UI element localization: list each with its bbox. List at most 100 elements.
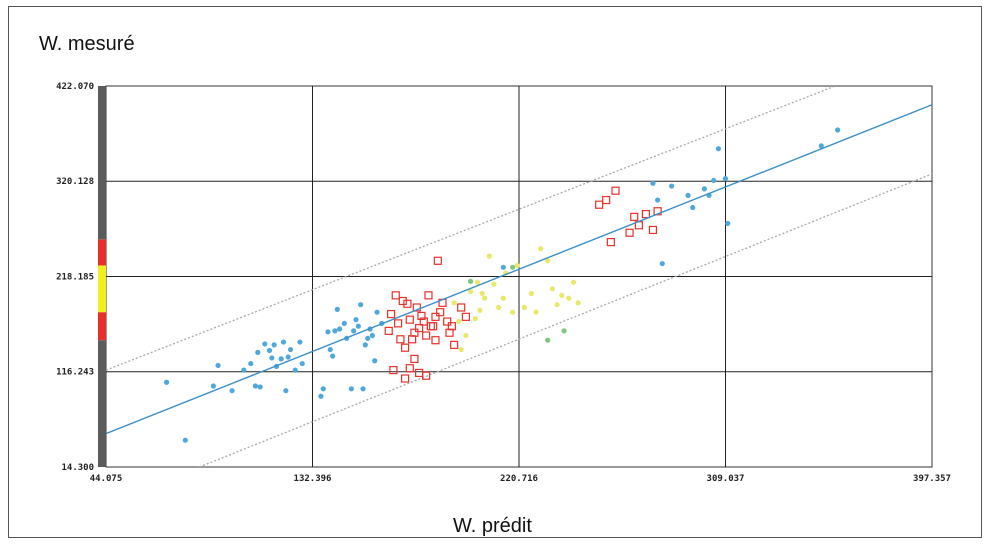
data-point-yellow — [458, 346, 464, 353]
data-point-blue — [690, 204, 696, 211]
data-point-yellow — [491, 281, 497, 287]
data-point-blue — [500, 264, 506, 270]
data-point-blue — [299, 360, 305, 367]
data-point-blue — [725, 220, 731, 227]
data-point-yellow — [477, 307, 483, 313]
band-lower-line — [199, 173, 932, 467]
data-point-yellow — [467, 289, 474, 295]
data-point-blue — [351, 328, 357, 334]
regression-line — [106, 104, 932, 435]
data-point-blue — [292, 367, 298, 373]
data-point-red — [393, 319, 403, 328]
data-point-blue — [280, 339, 287, 345]
data-point-red — [405, 364, 414, 373]
side-bar-segment — [98, 340, 106, 467]
data-point-blue — [262, 341, 268, 347]
data-point-blue — [365, 335, 371, 341]
data-point-red — [630, 212, 639, 221]
data-point-red — [386, 309, 396, 319]
data-point-red — [412, 303, 421, 312]
data-point-blue — [257, 384, 263, 390]
data-point-yellow — [533, 309, 539, 315]
data-point-red — [398, 296, 407, 306]
data-point-red — [457, 303, 466, 312]
data-point-blue — [287, 346, 294, 353]
x-tick-label: 44.075 — [90, 474, 123, 484]
data-point-blue — [278, 356, 284, 362]
data-point-blue — [229, 388, 235, 394]
data-point-yellow — [566, 295, 572, 301]
data-point-red — [443, 317, 452, 326]
data-point-blue — [358, 302, 364, 308]
data-point-red — [436, 308, 445, 317]
data-point-blue — [320, 386, 326, 392]
data-point-green — [561, 328, 567, 334]
data-point-blue — [353, 317, 359, 323]
data-point-blue — [355, 323, 361, 329]
y-tick-label: 116.243 — [56, 368, 94, 378]
data-point-red — [606, 238, 615, 247]
data-point-blue — [269, 355, 275, 361]
data-point-blue — [669, 183, 675, 189]
y-axis-title: W. mesuré — [39, 33, 135, 55]
data-point-blue — [362, 342, 368, 348]
data-point-red — [400, 374, 410, 383]
data-point-blue — [341, 320, 347, 326]
data-point-blue — [685, 192, 691, 198]
data-point-yellow — [545, 258, 551, 264]
data-point-red — [396, 335, 405, 344]
side-bar-segment — [98, 265, 106, 313]
data-point-blue — [711, 177, 717, 184]
data-point-blue — [210, 383, 216, 389]
data-point-yellow — [554, 302, 560, 308]
plot-marks — [106, 86, 932, 467]
data-point-yellow — [474, 279, 481, 285]
data-point-blue — [271, 342, 277, 348]
data-point-yellow — [481, 295, 488, 301]
data-point-blue — [330, 353, 336, 359]
data-point-green — [510, 264, 516, 270]
data-point-yellow — [479, 290, 485, 297]
data-point-red — [415, 323, 424, 333]
data-point-blue — [285, 354, 291, 360]
data-point-blue — [318, 393, 324, 399]
side-bar-segment — [98, 86, 106, 240]
data-point-red — [653, 207, 662, 216]
data-point-red — [595, 200, 604, 209]
data-point-yellow — [514, 262, 520, 269]
data-point-yellow — [486, 253, 492, 259]
x-tick-label: 132.396 — [294, 474, 332, 484]
data-point-red — [602, 195, 611, 205]
data-point-blue — [215, 362, 221, 369]
data-point-red — [419, 317, 428, 326]
data-point-green — [545, 337, 551, 343]
data-point-blue — [248, 360, 254, 367]
data-point-blue — [372, 358, 378, 364]
data-point-blue — [715, 146, 722, 152]
x-tick-label: 220.716 — [500, 474, 538, 484]
data-point-red — [410, 354, 419, 363]
data-point-blue — [722, 175, 729, 182]
data-point-blue — [369, 332, 375, 339]
data-point-red — [400, 343, 410, 352]
data-point-blue — [297, 339, 303, 345]
data-point-red — [405, 315, 414, 324]
data-point-yellow — [500, 295, 506, 301]
data-point-red — [422, 331, 431, 340]
data-point-red — [641, 209, 651, 219]
band-upper-line — [106, 86, 836, 371]
data-point-red — [447, 322, 456, 331]
data-point-yellow — [528, 290, 534, 297]
y-tick-label: 14.300 — [61, 463, 94, 473]
data-point-yellow — [521, 304, 527, 311]
x-tick-label: 309.037 — [707, 474, 745, 484]
data-point-blue — [241, 367, 247, 373]
data-point-blue — [655, 197, 661, 203]
data-point-blue — [164, 379, 170, 385]
data-point-blue — [360, 386, 366, 392]
data-point-yellow — [549, 286, 555, 292]
data-point-red — [625, 228, 634, 237]
data-point-red — [410, 328, 419, 337]
data-point-red — [433, 256, 442, 265]
